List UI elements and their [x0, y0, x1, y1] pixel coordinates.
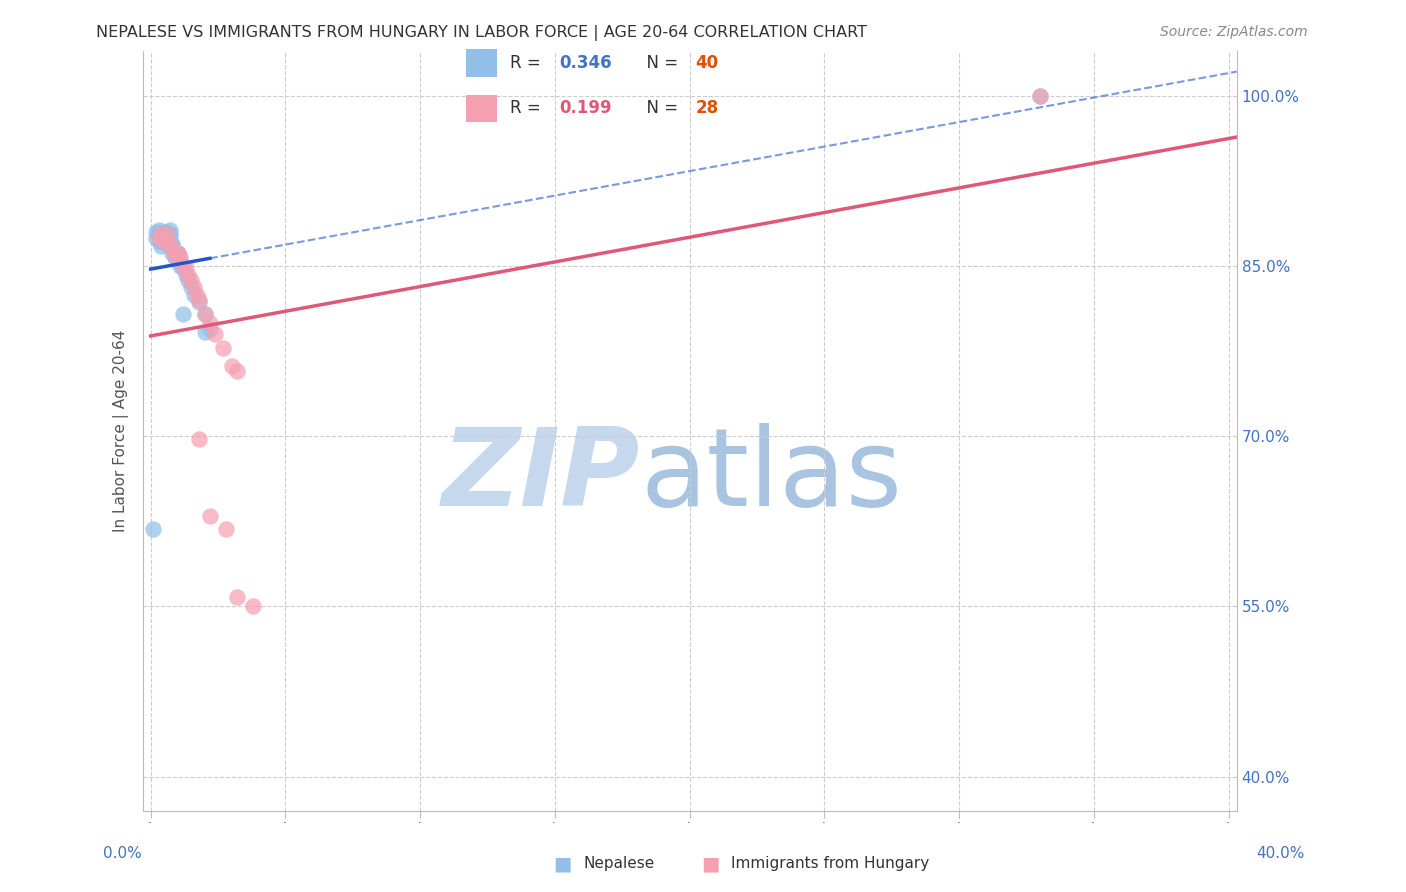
Point: [183, 287, 205, 301]
Point: [226, 591, 249, 605]
Point: [159, 236, 181, 251]
Point: [156, 231, 179, 245]
Point: [169, 259, 191, 273]
Text: Source: ZipAtlas.com: Source: ZipAtlas.com: [1160, 25, 1308, 39]
Point: [153, 234, 176, 248]
Point: [204, 327, 226, 342]
Point: [159, 231, 181, 245]
Point: [215, 522, 238, 536]
Point: [188, 295, 211, 310]
Point: [163, 245, 186, 260]
Point: [198, 321, 221, 335]
Point: [153, 231, 176, 245]
Point: [150, 231, 173, 245]
Text: NEPALESE VS IMMIGRANTS FROM HUNGARY IN LABOR FORCE | AGE 20-64 CORRELATION CHART: NEPALESE VS IMMIGRANTS FROM HUNGARY IN L…: [96, 25, 866, 41]
Point: [163, 248, 186, 262]
Point: [162, 245, 184, 260]
Point: [180, 279, 202, 293]
FancyBboxPatch shape: [467, 49, 498, 77]
Point: [166, 250, 188, 264]
Point: [172, 259, 194, 273]
Point: [148, 231, 170, 245]
Point: [145, 225, 167, 239]
Point: [172, 307, 194, 321]
Point: [242, 599, 264, 614]
Point: [188, 293, 211, 308]
Point: [177, 268, 200, 283]
Text: 0.346: 0.346: [560, 54, 612, 72]
Point: [162, 242, 184, 256]
Text: 0.199: 0.199: [560, 99, 612, 117]
Point: [156, 225, 179, 239]
Text: N =: N =: [637, 54, 683, 72]
Point: [142, 522, 165, 536]
Point: [156, 234, 179, 248]
Point: [198, 316, 221, 330]
Point: [183, 279, 205, 293]
Text: 28: 28: [695, 99, 718, 117]
Point: [153, 234, 176, 248]
Point: [145, 231, 167, 245]
Point: [174, 268, 197, 283]
Point: [148, 223, 170, 237]
Text: R =: R =: [509, 54, 546, 72]
Point: [194, 325, 217, 339]
Point: [188, 432, 211, 446]
Point: [169, 253, 191, 268]
Point: [174, 261, 197, 276]
Point: [177, 273, 200, 287]
Point: [1029, 89, 1052, 103]
Point: [212, 341, 235, 355]
Point: [153, 225, 176, 239]
Point: [159, 227, 181, 242]
Point: [162, 239, 184, 253]
Point: [194, 307, 217, 321]
Text: 0.0%: 0.0%: [103, 846, 142, 861]
Point: [198, 508, 221, 523]
Text: Nepalese: Nepalese: [583, 856, 655, 871]
Point: [169, 250, 191, 264]
Point: [150, 227, 173, 242]
Point: [150, 234, 173, 248]
Text: 40.0%: 40.0%: [1257, 846, 1305, 861]
Point: [166, 245, 188, 260]
Point: [156, 236, 179, 251]
Text: ■: ■: [553, 854, 572, 873]
Text: Immigrants from Hungary: Immigrants from Hungary: [731, 856, 929, 871]
Point: [163, 250, 186, 264]
Point: [150, 239, 173, 253]
Point: [180, 273, 202, 287]
Point: [172, 261, 194, 276]
FancyBboxPatch shape: [467, 95, 498, 122]
Text: 40: 40: [695, 54, 718, 72]
Point: [1029, 89, 1052, 103]
Point: [148, 227, 170, 242]
Point: [186, 287, 208, 301]
Point: [221, 359, 243, 373]
Point: [226, 363, 249, 377]
Point: [159, 223, 181, 237]
Point: [166, 245, 188, 260]
Point: [156, 227, 179, 242]
Text: atlas: atlas: [641, 424, 903, 529]
Point: [148, 234, 170, 248]
Y-axis label: In Labor Force | Age 20-64: In Labor Force | Age 20-64: [114, 329, 129, 532]
Point: [194, 307, 217, 321]
Point: [162, 236, 184, 251]
Text: ■: ■: [700, 854, 720, 873]
Point: [163, 250, 186, 264]
Text: N =: N =: [637, 99, 683, 117]
Text: R =: R =: [509, 99, 546, 117]
Text: ZIP: ZIP: [441, 424, 641, 529]
